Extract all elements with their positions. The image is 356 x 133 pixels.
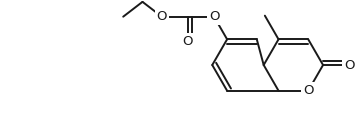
Text: O: O xyxy=(344,59,355,72)
Text: O: O xyxy=(303,84,314,97)
Text: O: O xyxy=(209,10,219,23)
Text: O: O xyxy=(157,10,167,23)
Text: O: O xyxy=(183,35,193,47)
